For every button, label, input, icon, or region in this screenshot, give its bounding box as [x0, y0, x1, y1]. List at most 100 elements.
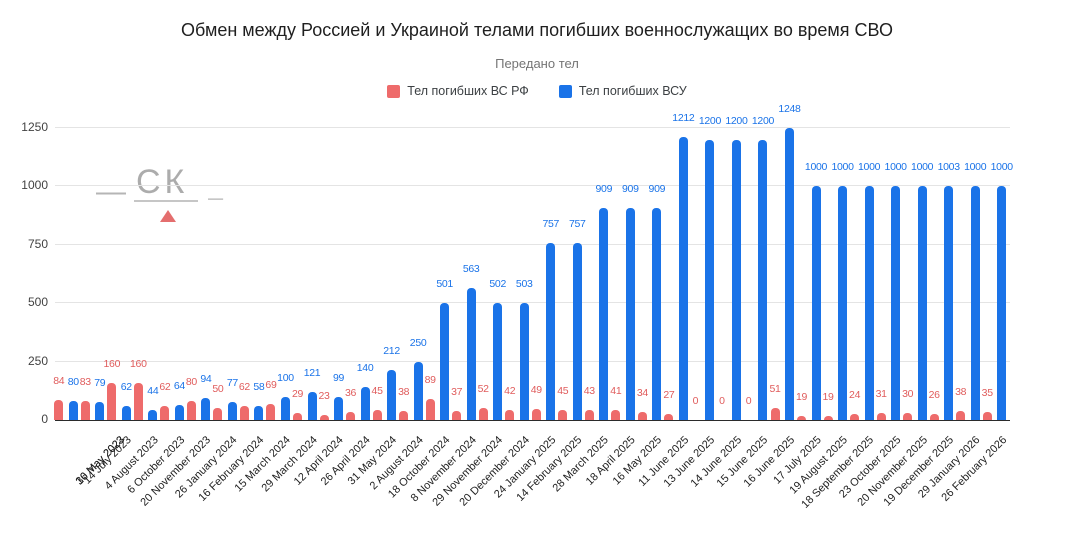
bar-rf[interactable]	[266, 403, 276, 420]
bar-vsu[interactable]	[891, 186, 901, 420]
bar-value-label-rf: 29	[291, 388, 304, 401]
bar-vsu[interactable]	[334, 396, 344, 420]
bar-value-label-vsu: 99	[332, 371, 345, 384]
bar-vsu[interactable]	[944, 185, 954, 420]
bar-vsu[interactable]	[731, 139, 741, 420]
bar-vsu[interactable]	[917, 186, 927, 420]
bar-rf[interactable]	[584, 409, 594, 420]
bar-vsu[interactable]	[546, 243, 556, 420]
bar-value-label-rf: 34	[636, 387, 648, 400]
bar-vsu[interactable]	[652, 207, 662, 420]
bar-vsu[interactable]	[254, 406, 264, 420]
grid-line	[55, 302, 1010, 304]
bar-value-label-rf: 36	[345, 386, 357, 399]
bar-vsu[interactable]	[785, 128, 794, 420]
bar-vsu[interactable]	[174, 405, 184, 420]
y-tick-label: 750	[27, 236, 48, 251]
bar-rf[interactable]	[982, 411, 992, 420]
bar-vsu[interactable]	[864, 186, 874, 420]
bar-vsu[interactable]	[307, 391, 317, 420]
bar-rf[interactable]	[478, 407, 488, 420]
bar-vsu[interactable]	[148, 409, 158, 420]
bar-rf[interactable]	[903, 413, 913, 420]
bar-vsu[interactable]	[572, 243, 582, 420]
bar-rf[interactable]	[558, 409, 568, 420]
bar-rf[interactable]	[929, 413, 939, 420]
bar-vsu[interactable]	[360, 387, 370, 420]
bar-rf[interactable]	[425, 399, 435, 420]
bar-vsu[interactable]	[493, 302, 503, 420]
bar-rf[interactable]	[611, 410, 621, 420]
bar-rf[interactable]	[637, 412, 647, 420]
bar-rf[interactable]	[664, 413, 674, 420]
bar-rf[interactable]	[505, 410, 515, 420]
bar-rf[interactable]	[54, 400, 64, 420]
bar-rf[interactable]	[213, 408, 223, 420]
bar-vsu[interactable]	[440, 302, 450, 420]
bar-value-label-rf: 50	[212, 383, 224, 396]
bar-rf[interactable]	[160, 405, 170, 420]
y-tick-label: 1000	[21, 178, 48, 193]
bar-rf[interactable]	[823, 415, 833, 420]
bar-rf[interactable]	[372, 409, 382, 420]
bar-vsu[interactable]	[413, 361, 423, 420]
legend-swatch-vsu-icon	[558, 84, 572, 98]
bar-rf[interactable]	[319, 414, 329, 420]
bar-rf[interactable]	[452, 411, 462, 420]
bar-group: 51 1248	[769, 104, 801, 420]
x-tick-anchor: 26 February 2026	[55, 430, 1009, 504]
bar-rf[interactable]	[531, 408, 541, 420]
bar-rf[interactable]	[133, 382, 143, 420]
bar-vsu[interactable]	[997, 186, 1007, 420]
bar-group: 45 212	[372, 128, 400, 420]
bar-group: 38 1000	[955, 128, 987, 420]
bar-value-label-vsu: 1003	[937, 160, 960, 173]
bar-vsu[interactable]	[811, 186, 821, 420]
bar-group: 38 250	[398, 128, 427, 420]
bar-group: 84 80	[53, 128, 82, 420]
bar-vsu[interactable]	[838, 186, 848, 420]
bar-rf[interactable]	[293, 413, 303, 420]
bar-vsu[interactable]	[678, 136, 688, 420]
bar-rf[interactable]	[797, 415, 807, 420]
bar-vsu[interactable]	[466, 288, 476, 420]
bar-rf[interactable]	[346, 411, 356, 420]
bar-rf[interactable]	[850, 414, 860, 420]
bar-vsu[interactable]	[599, 207, 609, 420]
bar-value-label-vsu: 77	[226, 377, 238, 390]
bar-vsu[interactable]	[970, 186, 980, 420]
bar-rf[interactable]	[399, 411, 409, 420]
bar-rf[interactable]	[107, 382, 117, 420]
bar-rf[interactable]	[239, 405, 249, 420]
bar-rf[interactable]	[186, 401, 196, 420]
legend-swatch-rf-icon	[387, 84, 401, 98]
bar-vsu[interactable]	[95, 401, 105, 420]
bar-rf[interactable]	[876, 412, 886, 420]
bar-value-label-rf: 49	[530, 383, 542, 396]
grid-line	[55, 127, 1010, 128]
bar-value-label-vsu: 503	[515, 277, 533, 290]
bar-value-label-vsu: 1000	[990, 161, 1013, 174]
bar-group: 26 1003	[929, 128, 960, 420]
chart-subtitle: Передано тел	[495, 56, 579, 71]
bar-vsu[interactable]	[121, 405, 131, 420]
bar-group: 34 909	[636, 128, 665, 420]
bar-vsu[interactable]	[387, 370, 397, 420]
bar-vsu[interactable]	[625, 207, 635, 420]
bar-rf[interactable]	[956, 411, 966, 420]
bar-rf[interactable]	[80, 400, 90, 420]
bar-vsu[interactable]	[705, 139, 715, 420]
bar-vsu[interactable]	[201, 398, 211, 420]
bar-rf[interactable]	[770, 408, 780, 420]
bar-value-label-vsu: 1000	[911, 161, 934, 174]
bar-vsu[interactable]	[519, 302, 529, 420]
bar-vsu[interactable]	[280, 396, 290, 420]
bar-vsu[interactable]	[227, 402, 237, 420]
bar-value-label-vsu: 1248	[778, 103, 801, 116]
legend: Тел погибших ВС РФ Тел погибших ВСУ	[0, 84, 1074, 98]
bar-value-label-rf: 62	[159, 380, 171, 393]
bar-group: 89 501	[425, 128, 453, 420]
bar-value-label-vsu: 94	[200, 373, 212, 386]
bar-vsu[interactable]	[758, 139, 768, 420]
bar-vsu[interactable]	[68, 401, 78, 420]
